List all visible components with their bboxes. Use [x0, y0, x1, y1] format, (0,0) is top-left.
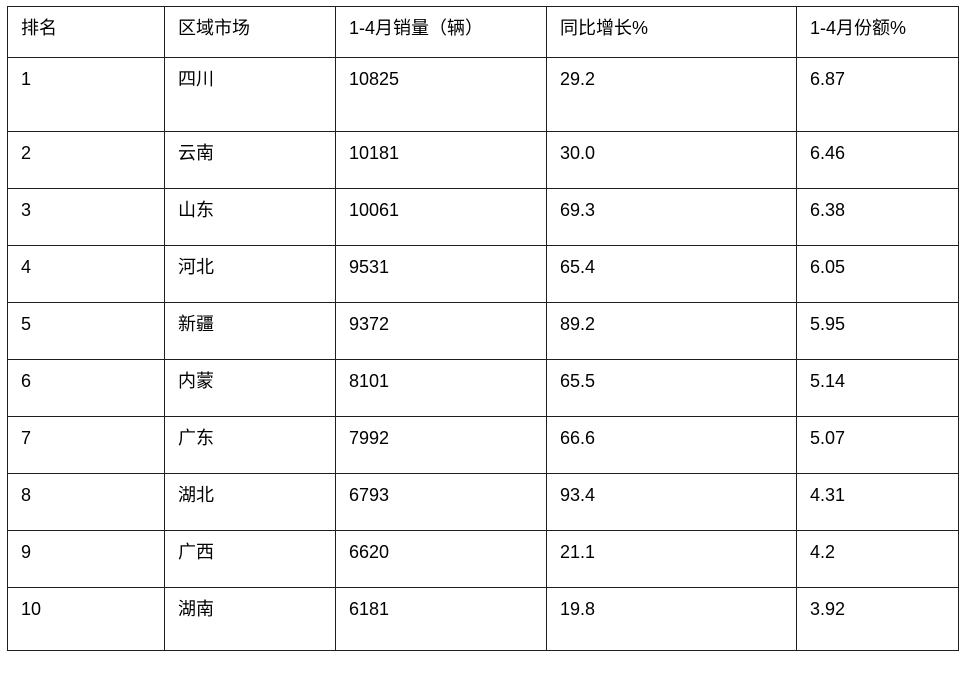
cell-region-market: 湖北	[164, 473, 336, 531]
cell-rank: 1	[7, 57, 165, 132]
column-header-sales: 1-4月销量（辆）	[335, 6, 547, 58]
cell-share: 6.05	[796, 245, 959, 303]
cell-rank: 2	[7, 131, 165, 189]
cell-yoy-growth: 89.2	[546, 302, 797, 360]
cell-region-market: 山东	[164, 188, 336, 246]
cell-region-market: 广东	[164, 416, 336, 474]
header-row: 排名 区域市场 1-4月销量（辆） 同比增长% 1-4月份额%	[7, 6, 959, 58]
cell-region-market: 湖南	[164, 587, 336, 651]
cell-sales: 7992	[335, 416, 547, 474]
cell-sales: 10061	[335, 188, 547, 246]
cell-region-market: 内蒙	[164, 359, 336, 417]
cell-rank: 6	[7, 359, 165, 417]
cell-yoy-growth: 19.8	[546, 587, 797, 651]
cell-region-market: 四川	[164, 57, 336, 132]
cell-yoy-growth: 21.1	[546, 530, 797, 588]
cell-share: 4.2	[796, 530, 959, 588]
table-row: 5 新疆 9372 89.2 5.95	[7, 302, 959, 360]
cell-share: 6.46	[796, 131, 959, 189]
cell-rank: 9	[7, 530, 165, 588]
cell-yoy-growth: 65.4	[546, 245, 797, 303]
table-body: 1 四川 10825 29.2 6.87 2 云南 10181 30.0 6.46 3 山东 10061…	[7, 57, 959, 651]
cell-rank: 4	[7, 245, 165, 303]
cell-sales: 6793	[335, 473, 547, 531]
cell-yoy-growth: 93.4	[546, 473, 797, 531]
cell-sales: 10181	[335, 131, 547, 189]
cell-rank: 5	[7, 302, 165, 360]
cell-share: 3.92	[796, 587, 959, 651]
table-row: 10 湖南 6181 19.8 3.92	[7, 587, 959, 651]
table-row: 1 四川 10825 29.2 6.87	[7, 57, 959, 132]
regional-sales-table: 排名 区域市场 1-4月销量（辆） 同比增长% 1-4月份额% 1 四川 10825…	[7, 6, 959, 651]
cell-yoy-growth: 29.2	[546, 57, 797, 132]
cell-region-market: 新疆	[164, 302, 336, 360]
cell-yoy-growth: 30.0	[546, 131, 797, 189]
cell-share: 6.87	[796, 57, 959, 132]
table-row: 3 山东 10061 69.3 6.38	[7, 188, 959, 246]
cell-share: 5.14	[796, 359, 959, 417]
cell-sales: 9531	[335, 245, 547, 303]
cell-rank: 10	[7, 587, 165, 651]
table-header: 排名 区域市场 1-4月销量（辆） 同比增长% 1-4月份额%	[7, 6, 959, 58]
cell-region-market: 广西	[164, 530, 336, 588]
column-header-region-market: 区域市场	[164, 6, 336, 58]
cell-sales: 6181	[335, 587, 547, 651]
table-row: 8 湖北 6793 93.4 4.31	[7, 473, 959, 531]
cell-rank: 8	[7, 473, 165, 531]
cell-share: 5.07	[796, 416, 959, 474]
cell-sales: 6620	[335, 530, 547, 588]
cell-rank: 7	[7, 416, 165, 474]
cell-yoy-growth: 66.6	[546, 416, 797, 474]
cell-rank: 3	[7, 188, 165, 246]
table-row: 2 云南 10181 30.0 6.46	[7, 131, 959, 189]
table-row: 4 河北 9531 65.4 6.05	[7, 245, 959, 303]
table-row: 7 广东 7992 66.6 5.07	[7, 416, 959, 474]
column-header-share: 1-4月份额%	[796, 6, 959, 58]
cell-sales: 8101	[335, 359, 547, 417]
cell-sales: 10825	[335, 57, 547, 132]
table-row: 6 内蒙 8101 65.5 5.14	[7, 359, 959, 417]
cell-region-market: 云南	[164, 131, 336, 189]
cell-yoy-growth: 65.5	[546, 359, 797, 417]
column-header-rank: 排名	[7, 6, 165, 58]
table-row: 9 广西 6620 21.1 4.2	[7, 530, 959, 588]
cell-share: 5.95	[796, 302, 959, 360]
cell-region-market: 河北	[164, 245, 336, 303]
cell-share: 4.31	[796, 473, 959, 531]
cell-share: 6.38	[796, 188, 959, 246]
column-header-yoy-growth: 同比增长%	[546, 6, 797, 58]
cell-yoy-growth: 69.3	[546, 188, 797, 246]
cell-sales: 9372	[335, 302, 547, 360]
